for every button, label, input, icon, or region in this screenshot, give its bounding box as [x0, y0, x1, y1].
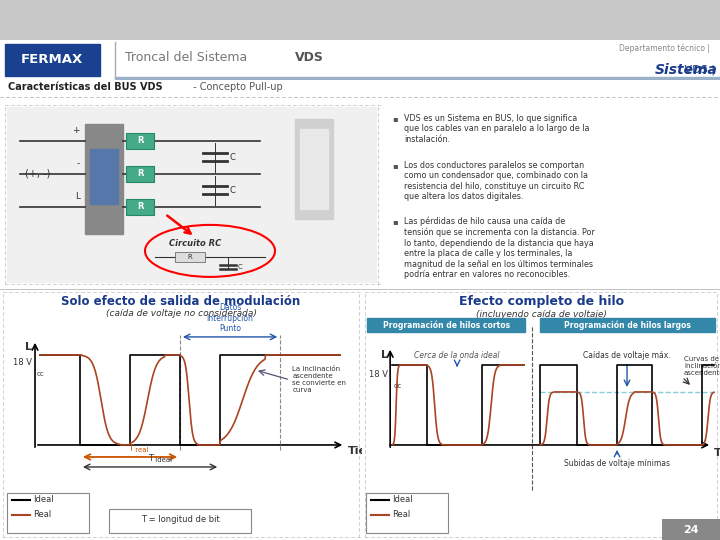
Text: Ideal: Ideal	[392, 496, 413, 504]
FancyBboxPatch shape	[126, 133, 154, 149]
Text: Datos
Interrupción
Punto: Datos Interrupción Punto	[207, 302, 253, 333]
Text: Sistema: Sistema	[655, 63, 718, 77]
FancyBboxPatch shape	[126, 199, 154, 215]
Bar	[300, 129, 328, 209]
Text: Tiempo: Tiempo	[714, 448, 720, 458]
Text: (caída de voltaje no considerada): (caída de voltaje no considerada)	[106, 309, 256, 319]
Text: (incluyendo caída de voltaje): (incluyendo caída de voltaje)	[476, 310, 606, 320]
Text: L: L	[381, 350, 388, 360]
Text: Real: Real	[33, 510, 51, 519]
Text: ▪: ▪	[392, 161, 397, 170]
Text: - Concepto Pull-up: - Concepto Pull-up	[190, 82, 283, 92]
Text: Real: Real	[392, 510, 410, 519]
Text: T: T	[127, 444, 132, 453]
Bar	[295, 119, 333, 219]
Bar	[540, 318, 715, 332]
Text: L: L	[25, 342, 32, 352]
Text: ▪: ▪	[392, 114, 397, 123]
Text: FERMAX: FERMAX	[21, 53, 83, 66]
Text: 24: 24	[683, 525, 699, 535]
Text: (+, -): (+, -)	[25, 169, 50, 179]
Text: Circuito RC: Circuito RC	[169, 239, 221, 248]
Text: R: R	[188, 254, 192, 260]
Text: R: R	[137, 202, 143, 211]
Bar	[7, 107, 376, 282]
Text: La inclinación
ascendente
se convierte en
curva: La inclinación ascendente se convierte e…	[292, 367, 346, 394]
Text: Troncal del Sistema: Troncal del Sistema	[125, 51, 251, 64]
Text: 18 V: 18 V	[13, 359, 32, 367]
Text: L: L	[75, 192, 80, 201]
Text: C: C	[229, 186, 235, 195]
Text: T: T	[148, 454, 153, 463]
Text: R: R	[137, 170, 143, 178]
Text: Las pérdidas de hilo causa una caída de
tensión que se incrementa con la distanc: Las pérdidas de hilo causa una caída de …	[404, 217, 595, 279]
Text: Departamento técnico |: Departamento técnico |	[619, 44, 710, 53]
Text: Solo efecto de salida de modulación: Solo efecto de salida de modulación	[61, 295, 301, 308]
Bar	[90, 149, 118, 204]
Text: Características del BUS VDS: Características del BUS VDS	[8, 82, 163, 92]
FancyBboxPatch shape	[366, 493, 448, 533]
Text: ▪: ▪	[392, 217, 397, 226]
Bar	[5, 44, 100, 76]
Text: Programación de hilos largos: Programación de hilos largos	[564, 320, 690, 329]
FancyBboxPatch shape	[126, 166, 154, 182]
Text: R: R	[137, 137, 143, 145]
Text: Los dos conductores paralelos se comportan
como un condensador que, combinado co: Los dos conductores paralelos se comport…	[404, 161, 588, 201]
Text: Efecto completo de hilo: Efecto completo de hilo	[459, 295, 624, 308]
FancyBboxPatch shape	[109, 509, 251, 533]
Text: +: +	[73, 126, 80, 135]
Text: dc: dc	[393, 383, 401, 389]
Bar	[367, 318, 525, 332]
Text: Curvas de
inclinación
ascendente: Curvas de inclinación ascendente	[684, 356, 720, 376]
Text: VDS es un Sistema en BUS, lo que significa
que los cables van en paralelo a lo l: VDS es un Sistema en BUS, lo que signifi…	[404, 114, 590, 144]
FancyBboxPatch shape	[175, 252, 205, 262]
Text: VDS |: VDS |	[681, 65, 715, 75]
Text: C: C	[238, 264, 243, 270]
Text: ideal: ideal	[153, 457, 172, 463]
Text: T = longitud de bit: T = longitud de bit	[140, 516, 220, 524]
Bar	[115, 77, 720, 80]
Text: real: real	[133, 447, 148, 453]
Text: Tiempo: Tiempo	[348, 446, 394, 456]
Text: 18 V: 18 V	[369, 370, 388, 380]
Bar	[85, 124, 123, 234]
Text: Ideal: Ideal	[33, 496, 53, 504]
Text: -: -	[77, 159, 80, 168]
Text: cc: cc	[37, 371, 45, 377]
Text: Cerca de la onda ideal: Cerca de la onda ideal	[415, 351, 500, 360]
FancyBboxPatch shape	[7, 493, 89, 533]
Text: Caídas de voltaje máx.: Caídas de voltaje máx.	[583, 351, 671, 360]
Text: Programación de hilos cortos: Programación de hilos cortos	[382, 320, 510, 329]
Text: VDS: VDS	[295, 51, 324, 64]
Text: C: C	[229, 153, 235, 162]
Text: Subidas de voltaje mínimas: Subidas de voltaje mínimas	[564, 459, 670, 468]
